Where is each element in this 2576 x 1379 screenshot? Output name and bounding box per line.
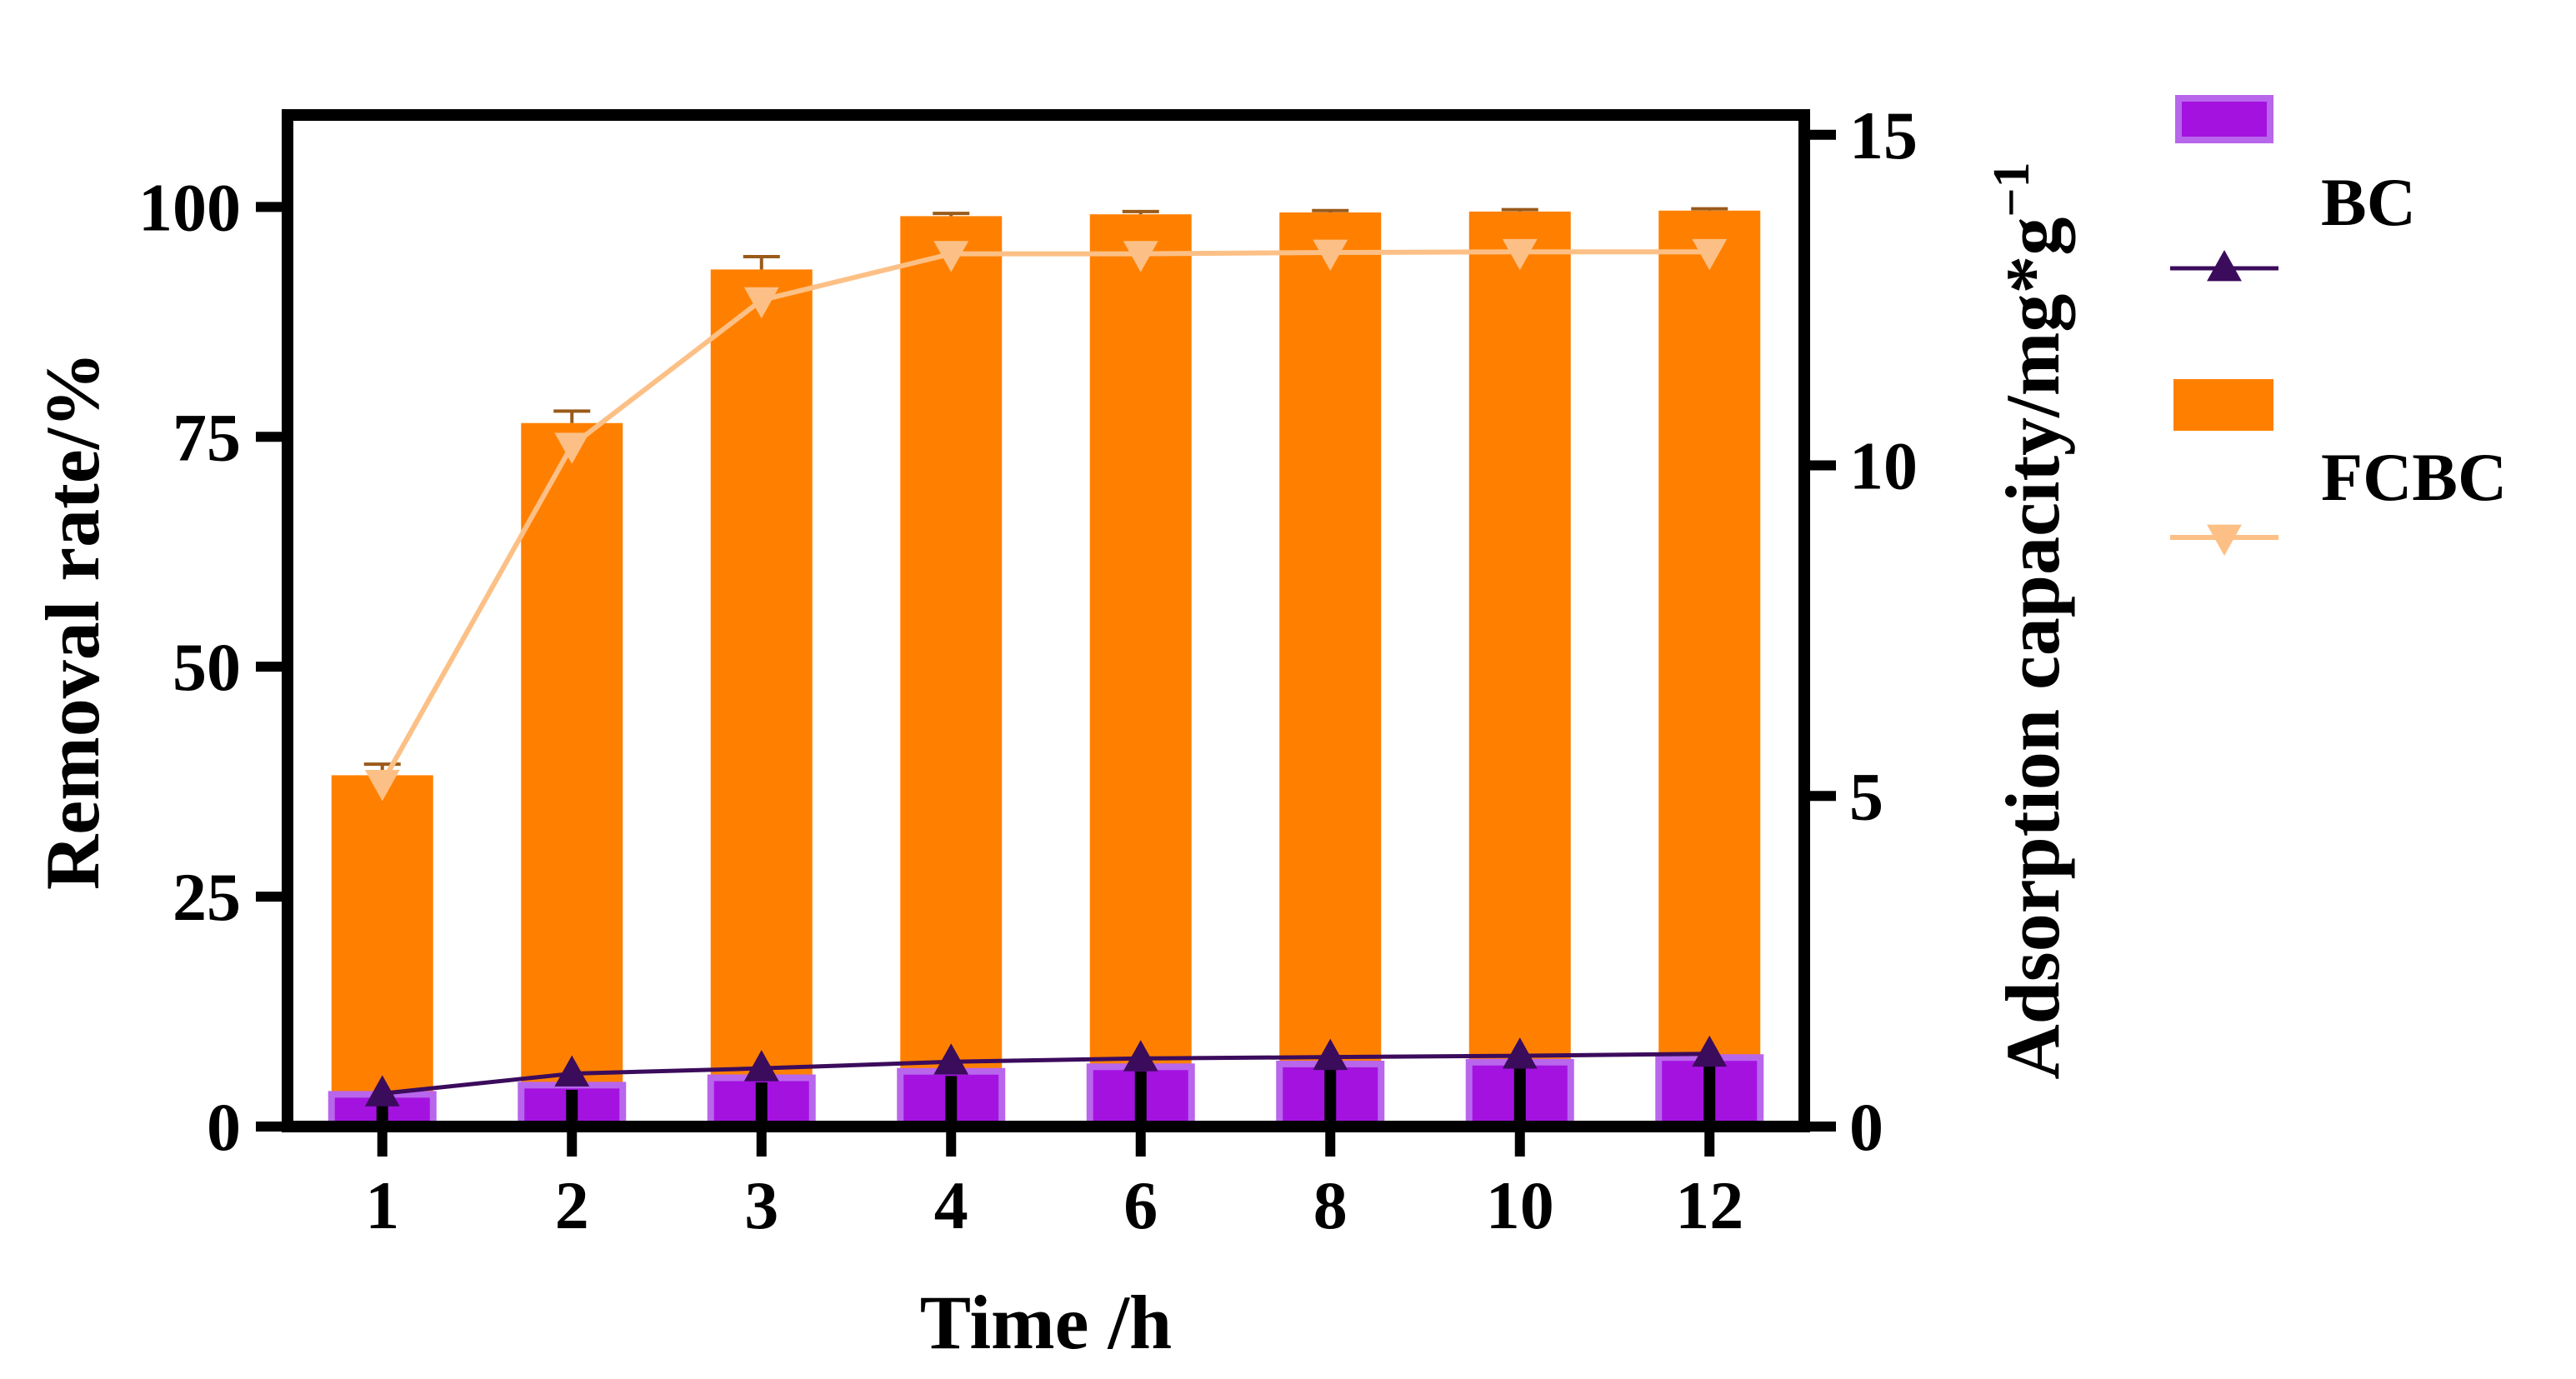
error-bar-bc-8	[1324, 1068, 1337, 1127]
bar-fcbc-8	[1279, 212, 1382, 1127]
y-tick-label-25: 25	[173, 859, 241, 935]
y2-axis-title-main: Adsorption capacity/mg*g	[1990, 217, 2075, 1080]
y-axis-title: Removal rate/%	[30, 352, 115, 890]
error-bars-layer	[363, 207, 1728, 1127]
line-fcbc	[380, 249, 1710, 784]
bar-fcbc-2	[521, 422, 623, 1127]
point-fcbc-2	[554, 432, 590, 464]
lines-layer	[364, 238, 1728, 1107]
error-bar-bc-12	[1703, 1062, 1716, 1127]
point-fcbc-3	[743, 287, 779, 319]
point-bc-1	[364, 1075, 400, 1107]
x-tick-label-2: 2	[555, 1167, 589, 1243]
point-bc-8	[1313, 1038, 1348, 1071]
y-tick-label-0: 0	[207, 1089, 241, 1165]
plot-border	[282, 109, 1810, 1132]
y2-tick-label-15: 15	[1849, 97, 1918, 173]
y2-tick-label-10: 10	[1849, 428, 1918, 504]
error-bar-bc-4	[945, 1076, 958, 1127]
error-bar-bc-3	[755, 1082, 768, 1127]
point-fcbc-10	[1502, 238, 1538, 271]
point-fcbc-1	[364, 769, 400, 802]
bar-fcbc-12	[1658, 210, 1761, 1127]
x-axis-title: Time /h	[920, 1280, 1172, 1365]
x-tick-label-1: 1	[365, 1167, 399, 1243]
x-tick-label-12: 12	[1675, 1167, 1743, 1243]
bar-fcbc-4	[900, 216, 1003, 1127]
legend-swatch-bar-fcbc	[2173, 379, 2273, 431]
y2-axis-title-superscript: −1	[1983, 162, 2040, 217]
y2-tick-label-5: 5	[1849, 758, 1883, 834]
legend-swatch-bar-bc	[2175, 95, 2273, 143]
legend-marker-fcbc	[2207, 524, 2242, 556]
point-bc-3	[743, 1050, 779, 1082]
legend: BC FCBC	[2170, 95, 2507, 556]
error-bar-bc-10	[1513, 1067, 1526, 1127]
point-bc-12	[1692, 1035, 1728, 1067]
error-bar-bc-6	[1134, 1071, 1147, 1127]
point-fcbc-6	[1123, 241, 1158, 272]
point-fcbc-4	[933, 241, 969, 272]
plot-frame	[282, 109, 1810, 1132]
point-fcbc-8	[1313, 239, 1348, 272]
x-tick-label-10: 10	[1486, 1167, 1554, 1243]
x-tick-label-4: 4	[934, 1167, 968, 1243]
legend-label-fcbc: FCBC	[2321, 439, 2507, 515]
point-fcbc-12	[1692, 238, 1728, 271]
y-tick-label-75: 75	[173, 399, 241, 475]
point-bc-10	[1502, 1037, 1538, 1069]
x-tick-label-8: 8	[1313, 1167, 1348, 1243]
x-tick-label-3: 3	[744, 1167, 778, 1243]
legend-label-bc: BC	[2321, 164, 2416, 240]
bars-layer	[328, 210, 1764, 1131]
y2-axis-title: Adsorption capacity/mg*g−1	[1983, 162, 2075, 1079]
bar-fcbc-6	[1089, 214, 1192, 1127]
bar-fcbc-3	[710, 269, 813, 1127]
legend-marker-bc	[2207, 250, 2242, 282]
y2-tick-label-0: 0	[1849, 1089, 1883, 1165]
bar-fcbc-10	[1468, 211, 1571, 1127]
point-bc-6	[1123, 1040, 1158, 1072]
point-bc-4	[933, 1043, 969, 1075]
y-tick-label-100: 100	[138, 169, 241, 245]
x-tick-label-6: 6	[1123, 1167, 1158, 1243]
error-bar-bc-2	[566, 1089, 578, 1127]
point-bc-2	[554, 1055, 590, 1087]
bar-fcbc-1	[331, 775, 433, 1127]
y-tick-label-50: 50	[173, 629, 241, 705]
line-bc	[382, 1052, 1710, 1096]
